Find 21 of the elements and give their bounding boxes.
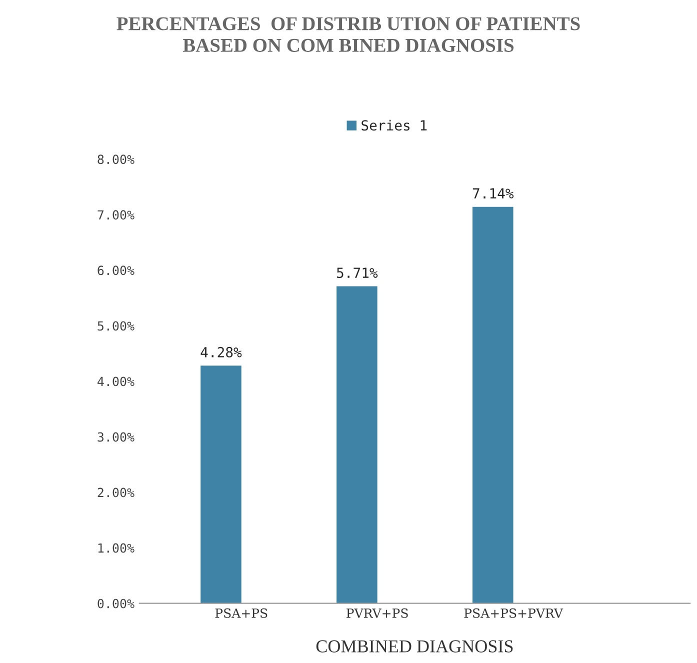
x-axis-title: COMBINED DIAGNOSIS	[316, 640, 513, 652]
x-tick-label: PVRV+PS	[346, 608, 408, 618]
data-label: 4.28%	[200, 346, 242, 358]
y-tick-label: 1.00%	[98, 543, 134, 553]
y-tick-label: 5.00%	[98, 321, 134, 331]
bar	[200, 366, 242, 604]
x-tick-label: PSA+PS	[215, 608, 268, 618]
y-tick-label: 3.00%	[98, 432, 134, 442]
y-tick-label: 4.00%	[98, 376, 134, 386]
bar	[472, 206, 514, 604]
bar	[336, 286, 378, 604]
data-label: 7.14%	[472, 188, 514, 198]
y-tick-label: 2.00%	[98, 488, 134, 498]
y-tick-label: 6.00%	[98, 266, 134, 276]
y-tick-label: 0.00%	[98, 598, 134, 608]
x-tick-label: PSA+PS+PVRV	[464, 608, 564, 618]
data-label: 5.71%	[337, 268, 378, 278]
y-tick-label: 8.00%	[98, 154, 134, 164]
y-tick-label: 7.00%	[98, 210, 134, 220]
chart-title: PERCENTAGES OF DISTRIB UTION OF PATIENTS BASED ON COM BINED DIAGNOSIS	[116, 17, 580, 52]
legend-label: Series 1	[362, 120, 427, 131]
